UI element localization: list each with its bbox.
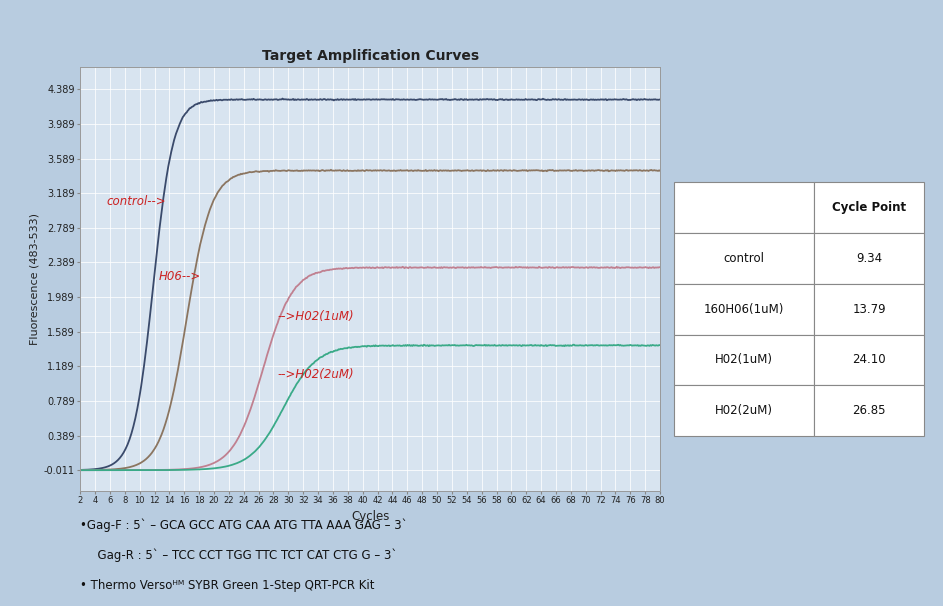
Bar xyxy=(814,284,924,335)
Text: 24.10: 24.10 xyxy=(852,353,886,367)
Text: 13.79: 13.79 xyxy=(852,302,886,316)
Text: -->H02(2uM): -->H02(2uM) xyxy=(277,368,354,381)
Bar xyxy=(674,284,814,335)
Bar xyxy=(814,182,924,233)
Text: •Gag-F : 5` – GCA GCC ATG CAA ATG TTA AAA GAG – 3`: •Gag-F : 5` – GCA GCC ATG CAA ATG TTA AA… xyxy=(80,518,407,531)
Text: H06-->: H06--> xyxy=(158,270,201,284)
Text: 26.85: 26.85 xyxy=(852,404,885,418)
Text: control: control xyxy=(723,251,765,265)
X-axis label: Cycles: Cycles xyxy=(351,510,389,522)
Title: Target Amplification Curves: Target Amplification Curves xyxy=(261,48,479,62)
Bar xyxy=(674,233,814,284)
Bar xyxy=(814,233,924,284)
Text: Cycle Point: Cycle Point xyxy=(832,201,906,214)
Bar xyxy=(674,335,814,385)
Text: 9.34: 9.34 xyxy=(856,251,883,265)
Y-axis label: Fluorescence (483-533): Fluorescence (483-533) xyxy=(29,213,40,345)
Bar xyxy=(814,385,924,436)
Bar xyxy=(674,385,814,436)
Text: • Thermo Versoᴴᴹ SYBR Green 1-Step QRT-PCR Kit: • Thermo Versoᴴᴹ SYBR Green 1-Step QRT-P… xyxy=(80,579,374,591)
Text: H02(2uM): H02(2uM) xyxy=(715,404,773,418)
Text: H02(1uM): H02(1uM) xyxy=(715,353,773,367)
Text: 160H06(1uM): 160H06(1uM) xyxy=(704,302,785,316)
Text: -->H02(1uM): -->H02(1uM) xyxy=(277,310,354,324)
Text: Gag-R : 5` – TCC CCT TGG TTC TCT CAT CTG G – 3`: Gag-R : 5` – TCC CCT TGG TTC TCT CAT CTG… xyxy=(90,548,397,562)
Text: control-->: control--> xyxy=(107,195,166,208)
Bar xyxy=(814,335,924,385)
Bar xyxy=(674,182,814,233)
